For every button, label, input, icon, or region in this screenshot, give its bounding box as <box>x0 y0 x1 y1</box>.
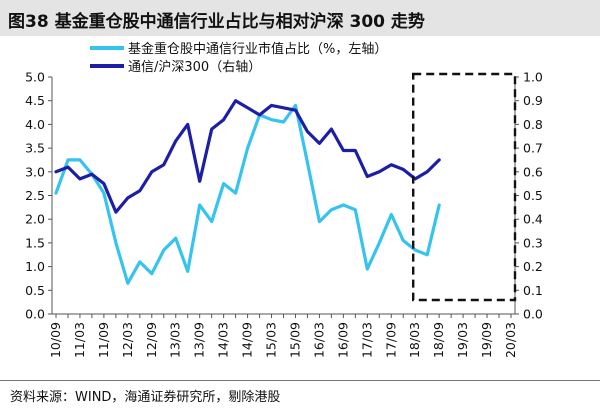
x-tick-label: 15/09 <box>287 322 302 358</box>
x-tick-label: 18/09 <box>431 322 446 358</box>
right-tick-label: 0.5 <box>523 188 543 203</box>
left-tick-label: 2.0 <box>25 212 45 227</box>
x-tick-label: 19/09 <box>479 322 494 358</box>
x-tick-label: 12/03 <box>120 322 135 358</box>
x-tick-label: 11/03 <box>72 322 87 358</box>
plot-area <box>54 72 517 302</box>
x-tick-label: 16/03 <box>311 322 326 358</box>
chart: 0.0 0.5 1.0 1.5 2.0 2.5 3.0 3.5 4.0 4.5 5.0 0.0 0.1 0… <box>25 41 543 359</box>
right-tick-label: 0.8 <box>523 117 543 132</box>
source-note: 资料来源：WIND，海通证券研究所，剔除港股 <box>10 390 281 405</box>
left-tick-label: 0.5 <box>25 283 45 298</box>
right-tick-label: 0.4 <box>523 212 543 227</box>
footer-divider <box>0 380 600 381</box>
highlight-box <box>412 72 517 302</box>
left-tick-label: 1.5 <box>25 235 45 250</box>
x-tick-label: 17/03 <box>359 322 374 358</box>
left-tick-label: 0.0 <box>25 307 45 322</box>
right-tick-label: 0.0 <box>523 307 543 322</box>
legend: 基金重仓股中通信行业市值占比（%，左轴） 通信/沪深300（右轴） <box>90 41 387 75</box>
x-tick-label: 10/09 <box>48 322 63 358</box>
x-tick-label: 11/09 <box>96 322 111 358</box>
title-bar <box>0 0 600 36</box>
x-tick-label: 12/09 <box>144 322 159 358</box>
left-tick-label: 3.0 <box>25 164 45 179</box>
series-line-2 <box>54 99 441 214</box>
legend-label-2: 通信/沪深300（右轴） <box>128 59 261 75</box>
x-tick-label: 13/09 <box>192 322 207 358</box>
series-line-1 <box>54 103 441 285</box>
right-tick-label: 0.1 <box>523 283 543 298</box>
left-tick-label: 2.5 <box>25 188 45 203</box>
left-tick-label: 3.5 <box>25 141 45 156</box>
x-tick-label: 20/03 <box>503 322 518 358</box>
left-tick-label: 4.5 <box>25 93 45 108</box>
x-tick-label: 17/09 <box>383 322 398 358</box>
right-tick-label: 0.7 <box>523 141 543 156</box>
left-tick-label: 4.0 <box>25 117 45 132</box>
left-tick-label: 5.0 <box>25 70 45 85</box>
x-tick-label: 15/03 <box>264 322 279 358</box>
right-tick-label: 0.9 <box>523 93 543 108</box>
x-tick-label: 19/03 <box>455 322 470 358</box>
axes: 0.0 0.5 1.0 1.5 2.0 2.5 3.0 3.5 4.0 4.5 5.0 0.0 0.1 0… <box>25 70 543 359</box>
x-tick-label: 14/09 <box>240 322 255 358</box>
right-tick-label: 0.2 <box>523 259 543 274</box>
x-tick-label: 13/03 <box>168 322 183 358</box>
left-tick-label: 1.0 <box>25 259 45 274</box>
x-tick-label: 16/09 <box>335 322 350 358</box>
right-tick-label: 0.3 <box>523 235 543 250</box>
x-tick-label: 18/03 <box>407 322 422 358</box>
right-tick-label: 0.6 <box>523 164 543 179</box>
figure-title: 图38 基金重仓股中通信行业占比与相对沪深 300 走势 <box>8 12 425 32</box>
right-tick-label: 1.0 <box>523 70 543 85</box>
x-tick-label: 14/03 <box>216 322 231 358</box>
legend-label-1: 基金重仓股中通信行业市值占比（%，左轴） <box>128 41 387 57</box>
